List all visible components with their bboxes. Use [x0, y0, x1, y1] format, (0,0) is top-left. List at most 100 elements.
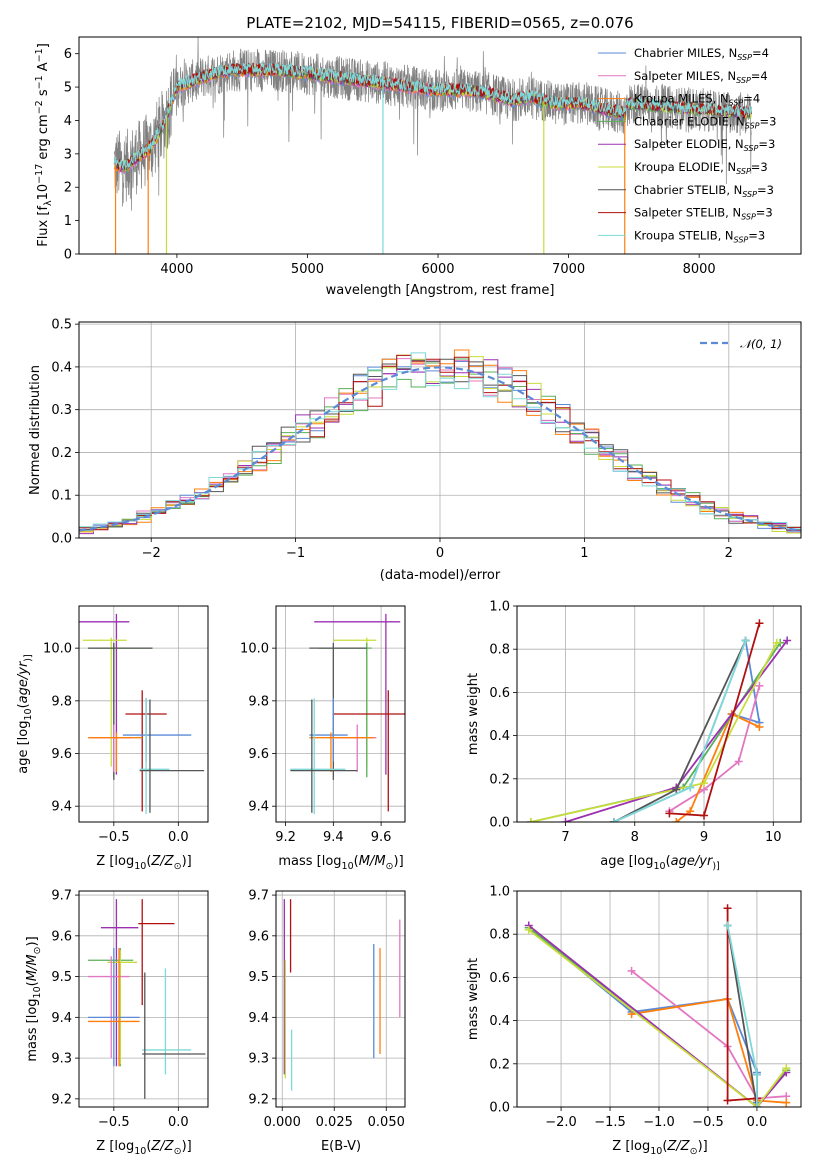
weight-vs-Z-axes: −2.0 −1.5 −1.0 −0.5 0.0 0.0 0.2 0.4 0.6 0.8 1.0 — [489, 885, 802, 1130]
legend-entry: Chabrier ELODIE, NSSP=3 — [634, 114, 776, 130]
weight-vs-Z-xtick-label: −1.5 — [594, 1115, 626, 1130]
legend-entry: Salpeter ELODIE, NSSP=3 — [634, 137, 775, 153]
legend-entry: Chabrier MILES, NSSP=4 — [634, 46, 769, 62]
mass-vs-EBV-plot-area — [283, 899, 401, 1091]
age-vs-mass-frame — [275, 605, 406, 823]
x-axis-label: wavelength [Angstrom, rest frame] — [326, 283, 555, 298]
spectrum-legend: Chabrier MILES, NSSP=4 Salpeter MILES, NS… — [598, 46, 776, 244]
weight-vs-Z-xtick-label: 0.0 — [747, 1115, 768, 1130]
x-axis-label: Z [log10(Z/Z⊙)] — [96, 854, 191, 872]
y-axis-label: mass weight — [466, 673, 481, 755]
weight-vs-age-point-marker — [741, 636, 750, 645]
age-vs-Z-ytick-label: 10.0 — [43, 642, 72, 657]
x-axis-label: mass [log10(M/M⊙)] — [278, 854, 403, 872]
weight-vs-age-point-marker — [755, 619, 764, 628]
mass-vs-EBV-ytick-label: 9.4 — [248, 1011, 269, 1026]
mass-vs-Z-ytick-label: 9.4 — [51, 1011, 72, 1026]
weight-vs-age-point-marker — [700, 811, 709, 820]
legend-entry: Salpeter MILES, NSSP=4 — [634, 69, 768, 85]
age-vs-mass-xtick-label: 9.6 — [371, 830, 392, 845]
residuals-ytick-label: 0.4 — [51, 360, 72, 375]
weight-vs-age-point-marker — [772, 638, 781, 647]
x-axis-label: E(B-V) — [321, 1139, 361, 1154]
mass-vs-Z-xtick-label: −0.5 — [98, 1115, 130, 1130]
weight-vs-age-series-line — [675, 712, 760, 822]
mass-vs-Z-ytick-label: 9.6 — [51, 929, 72, 944]
weight-vs-Z-point-marker — [752, 1103, 761, 1107]
mass-vs-Z-axes: −0.5 0.0 9.2 9.3 9.4 9.5 9.6 9.7 — [51, 889, 209, 1130]
weight-vs-Z-plot-area — [524, 904, 791, 1107]
weight-vs-Z-series-line — [528, 929, 788, 1107]
mass-vs-EBV-grid — [276, 891, 405, 1107]
weight-vs-age-point-marker — [561, 818, 570, 822]
age-vs-Z-ytick-label: 9.6 — [51, 747, 72, 762]
weight-vs-Z-point-marker — [723, 904, 732, 913]
spectrum-xtick-label: 8000 — [683, 262, 716, 277]
age-vs-mass-xtick-label: 9.4 — [323, 830, 344, 845]
mass-vs-EBV-xtick-label: 0.025 — [316, 1115, 353, 1130]
x-axis-label: age [log10(age/yr)] — [600, 854, 719, 872]
spectrum-xtick-label: 4000 — [160, 262, 193, 277]
age-vs-Z-ticks: −0.5 0.0 9.4 9.6 9.8 10.0 — [43, 642, 189, 845]
residuals-axes: −2 −1 0 1 2 0.0 0.1 0.2 0.3 0.4 0.5 — [51, 318, 802, 561]
spectrum-ytick-label: 0 — [64, 248, 72, 263]
y-axis-label: mass [log10(M/M⊙)] — [25, 936, 43, 1061]
mass-vs-EBV-ytick-label: 9.5 — [248, 970, 269, 985]
normal-curve — [79, 366, 801, 532]
weight-vs-age-series-line — [530, 642, 778, 822]
age-vs-mass-ytick-label: 9.8 — [248, 694, 269, 709]
weight-vs-age-xtick-label: 8 — [631, 830, 639, 845]
mass-vs-Z-ticks: −0.5 0.0 9.2 9.3 9.4 9.5 9.6 9.7 — [51, 889, 188, 1130]
weight-vs-Z-point-marker — [723, 1096, 732, 1105]
legend-entry: Salpeter STELIB, NSSP=3 — [634, 206, 773, 222]
weight-vs-Z-ytick-label: 0.8 — [489, 928, 510, 943]
age-vs-Z-ytick-label: 9.8 — [51, 694, 72, 709]
y-axis-label: Normed distribution — [28, 365, 43, 495]
age-vs-Z-frame — [78, 605, 209, 823]
residuals-ytick-label: 0.2 — [51, 446, 72, 461]
weight-vs-age-series-line — [613, 640, 747, 822]
legend-entry: Kroupa MILES, NSSP=4 — [634, 92, 760, 108]
weight-vs-age-ytick-label: 0.0 — [489, 816, 510, 831]
weight-vs-age-point-marker — [734, 757, 743, 766]
age-vs-mass-ticks: 9.2 9.4 9.6 9.4 9.6 9.8 10.0 — [240, 642, 391, 845]
weight-vs-age-series-line — [530, 642, 781, 822]
mass-vs-EBV-xtick-label: 0.000 — [264, 1115, 301, 1130]
mass-vs-EBV-ytick-label: 9.7 — [248, 889, 269, 904]
mass-vs-Z-ytick-label: 9.7 — [51, 889, 72, 904]
spectrum-plot-area — [113, 37, 752, 254]
mass-vs-EBV-frame — [275, 890, 406, 1108]
weight-vs-age-point-marker — [665, 809, 674, 818]
mass-vs-EBV-ytick-label: 9.3 — [248, 1052, 269, 1067]
spectrum-xtick-label: 5000 — [291, 262, 324, 277]
weight-vs-age-point-marker — [700, 779, 709, 788]
weight-vs-age-series-line — [565, 640, 788, 822]
weight-vs-age-point-marker — [609, 818, 618, 822]
weight-vs-age-ytick-label: 1.0 — [489, 600, 510, 615]
weight-vs-age-ytick-label: 0.8 — [489, 643, 510, 658]
weight-vs-age-axes: 7 8 9 10 0.0 0.2 0.4 0.6 0.8 1.0 — [489, 600, 802, 845]
weight-vs-Z-point-marker — [627, 1010, 636, 1019]
spectrum-ytick-label: 5 — [64, 81, 72, 96]
spectrum-xtick-label: 7000 — [552, 262, 585, 277]
weight-vs-age-xtick-label: 9 — [700, 830, 708, 845]
spectrum-ytick-label: 3 — [64, 147, 72, 162]
age-vs-Z-axes: −0.5 0.0 9.4 9.6 9.8 10.0 — [43, 605, 209, 845]
legend-entry: Chabrier STELIB, NSSP=3 — [634, 183, 774, 199]
weight-vs-age-point-marker — [783, 636, 792, 645]
weight-vs-age-xtick-label: 7 — [561, 830, 569, 845]
weight-vs-Z-point-marker — [752, 1070, 761, 1079]
spectrum-xtick-label: 6000 — [421, 262, 454, 277]
weight-vs-age-xtick-label: 10 — [765, 830, 782, 845]
weight-vs-Z-ytick-label: 0.6 — [489, 971, 510, 986]
weight-vs-age-ytick-label: 0.6 — [489, 686, 510, 701]
mass-vs-EBV-ticks: 0.000 0.025 0.050 9.2 9.3 9.4 9.5 9.6 9.7 — [248, 889, 405, 1130]
age-vs-mass-ytick-label: 10.0 — [240, 642, 269, 657]
x-axis-label: Z [log10(Z/Z⊙)] — [612, 1139, 707, 1157]
mass-vs-EBV-xtick-label: 0.050 — [368, 1115, 405, 1130]
y-axis-label: Flux [fλ10−17 erg cm−2 s−1 A−1] — [34, 43, 54, 247]
weight-vs-Z-frame — [516, 890, 802, 1108]
weight-vs-age-point-marker — [686, 783, 695, 792]
mass-vs-Z-ytick-label: 9.2 — [51, 1092, 72, 1107]
